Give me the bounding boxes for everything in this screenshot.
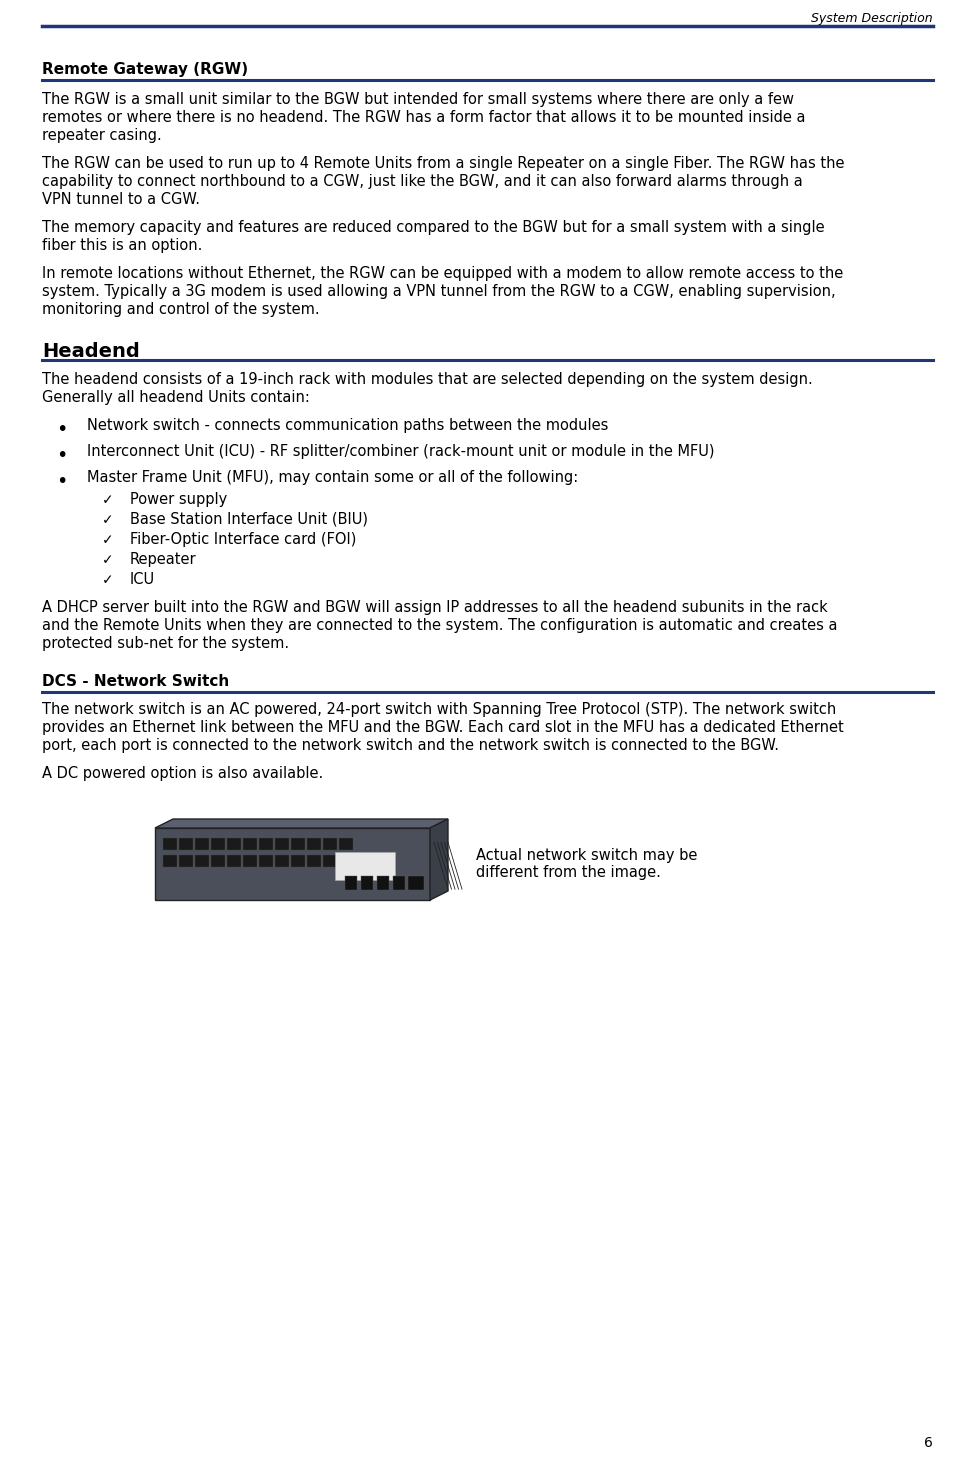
Text: fiber this is an option.: fiber this is an option. bbox=[42, 238, 203, 252]
Bar bbox=[259, 838, 273, 849]
Bar bbox=[179, 838, 193, 849]
Text: The RGW can be used to run up to 4 Remote Units from a single Repeater on a sing: The RGW can be used to run up to 4 Remot… bbox=[42, 156, 844, 172]
Bar bbox=[243, 838, 257, 849]
Bar bbox=[345, 876, 357, 890]
Text: In remote locations without Ethernet, the RGW can be equipped with a modem to al: In remote locations without Ethernet, th… bbox=[42, 266, 843, 282]
Bar bbox=[408, 876, 424, 890]
Text: Actual network switch may be
different from the image.: Actual network switch may be different f… bbox=[476, 848, 697, 880]
Bar bbox=[163, 855, 177, 867]
Bar bbox=[243, 855, 257, 867]
Text: Generally all headend Units contain:: Generally all headend Units contain: bbox=[42, 390, 310, 405]
Bar bbox=[323, 855, 337, 867]
Bar bbox=[227, 838, 241, 849]
Text: System Description: System Description bbox=[811, 12, 933, 25]
Bar bbox=[291, 838, 305, 849]
Text: system. Typically a 3G modem is used allowing a VPN tunnel from the RGW to a CGW: system. Typically a 3G modem is used all… bbox=[42, 285, 836, 299]
Bar bbox=[377, 876, 389, 890]
Text: ✓: ✓ bbox=[102, 574, 114, 587]
Text: port, each port is connected to the network switch and the network switch is con: port, each port is connected to the netw… bbox=[42, 738, 779, 753]
Text: and the Remote Units when they are connected to the system. The configuration is: and the Remote Units when they are conne… bbox=[42, 618, 838, 632]
Bar bbox=[275, 838, 289, 849]
Text: capability to connect northbound to a CGW, just like the BGW, and it can also fo: capability to connect northbound to a CG… bbox=[42, 175, 802, 189]
Text: •: • bbox=[57, 446, 67, 465]
Text: DCS - Network Switch: DCS - Network Switch bbox=[42, 673, 229, 689]
Text: 6: 6 bbox=[924, 1436, 933, 1449]
Text: Power supply: Power supply bbox=[130, 491, 227, 508]
Text: provides an Ethernet link between the MFU and the BGW. Each card slot in the MFU: provides an Ethernet link between the MF… bbox=[42, 720, 843, 735]
Text: The headend consists of a 19-inch rack with modules that are selected depending : The headend consists of a 19-inch rack w… bbox=[42, 373, 813, 387]
Text: ✓: ✓ bbox=[102, 553, 114, 568]
Text: A DC powered option is also available.: A DC powered option is also available. bbox=[42, 766, 324, 780]
Bar bbox=[361, 876, 373, 890]
Polygon shape bbox=[155, 827, 430, 899]
Polygon shape bbox=[430, 819, 448, 899]
Bar bbox=[393, 876, 405, 890]
Bar bbox=[195, 855, 209, 867]
Text: ✓: ✓ bbox=[102, 533, 114, 547]
Text: Base Station Interface Unit (BIU): Base Station Interface Unit (BIU) bbox=[130, 512, 368, 527]
Text: Master Frame Unit (MFU), may contain some or all of the following:: Master Frame Unit (MFU), may contain som… bbox=[87, 469, 578, 486]
Bar bbox=[323, 838, 337, 849]
Bar bbox=[259, 855, 273, 867]
Text: Interconnect Unit (ICU) - RF splitter/combiner (rack-mount unit or module in the: Interconnect Unit (ICU) - RF splitter/co… bbox=[87, 445, 715, 459]
Bar bbox=[335, 852, 395, 880]
Bar bbox=[195, 838, 209, 849]
Bar bbox=[307, 855, 321, 867]
Text: Network switch - connects communication paths between the modules: Network switch - connects communication … bbox=[87, 418, 608, 433]
Bar bbox=[339, 838, 353, 849]
Text: •: • bbox=[57, 472, 67, 491]
Text: A DHCP server built into the RGW and BGW will assign IP addresses to all the hea: A DHCP server built into the RGW and BGW… bbox=[42, 600, 828, 615]
Text: remotes or where there is no headend. The RGW has a form factor that allows it t: remotes or where there is no headend. Th… bbox=[42, 110, 805, 125]
Text: VPN tunnel to a CGW.: VPN tunnel to a CGW. bbox=[42, 192, 200, 207]
Text: •: • bbox=[57, 420, 67, 439]
Bar bbox=[227, 855, 241, 867]
Polygon shape bbox=[155, 819, 448, 827]
Text: Repeater: Repeater bbox=[130, 552, 197, 568]
Bar bbox=[339, 855, 353, 867]
Text: ICU: ICU bbox=[130, 572, 155, 587]
Text: Fiber-Optic Interface card (FOI): Fiber-Optic Interface card (FOI) bbox=[130, 533, 357, 547]
Text: The network switch is an AC powered, 24-port switch with Spanning Tree Protocol : The network switch is an AC powered, 24-… bbox=[42, 703, 837, 717]
Text: repeater casing.: repeater casing. bbox=[42, 128, 162, 142]
Text: Remote Gateway (RGW): Remote Gateway (RGW) bbox=[42, 62, 248, 76]
Text: monitoring and control of the system.: monitoring and control of the system. bbox=[42, 302, 320, 317]
Text: protected sub-net for the system.: protected sub-net for the system. bbox=[42, 637, 290, 651]
Text: ✓: ✓ bbox=[102, 493, 114, 508]
Bar bbox=[211, 855, 225, 867]
Bar bbox=[179, 855, 193, 867]
Text: The memory capacity and features are reduced compared to the BGW but for a small: The memory capacity and features are red… bbox=[42, 220, 825, 235]
Text: ✓: ✓ bbox=[102, 513, 114, 527]
Bar bbox=[291, 855, 305, 867]
Bar bbox=[211, 838, 225, 849]
Bar bbox=[163, 838, 177, 849]
Text: Headend: Headend bbox=[42, 342, 139, 361]
Bar bbox=[307, 838, 321, 849]
Bar bbox=[275, 855, 289, 867]
Text: The RGW is a small unit similar to the BGW but intended for small systems where : The RGW is a small unit similar to the B… bbox=[42, 92, 794, 107]
